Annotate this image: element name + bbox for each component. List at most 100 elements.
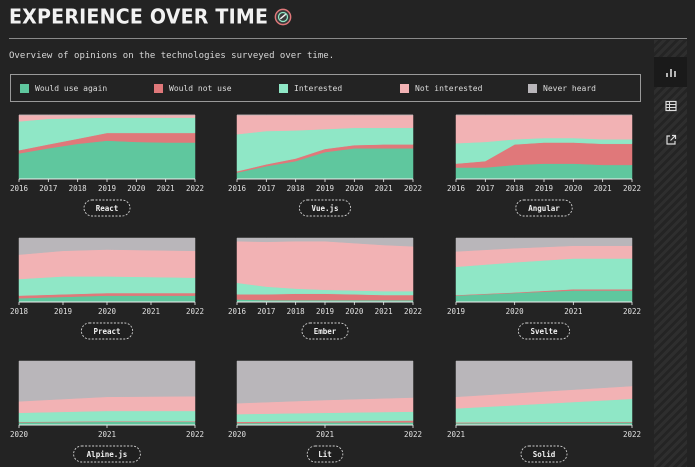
external-link-icon <box>665 134 676 145</box>
chart-vue-js: 2016 2017 2018 2019 2020 2021 2022 Vue.js <box>228 114 422 217</box>
legend-swatch <box>400 84 409 93</box>
x-tick-label: 2017 <box>257 307 275 316</box>
x-tick-label: 2022 <box>623 307 641 316</box>
chart-alpine-js: 2020 2021 2022 Alpine.js <box>10 360 204 463</box>
x-tick-label: 2020 <box>98 307 117 316</box>
legend-label: Interested <box>294 84 343 93</box>
x-tick-label: 2019 <box>316 307 334 316</box>
chart-label-pill[interactable] <box>73 445 141 463</box>
x-tick-label: 2022 <box>186 184 204 193</box>
x-tick-label: 2017 <box>257 184 275 193</box>
chart-label-pill[interactable] <box>80 322 134 340</box>
chart-title: Lit <box>318 450 332 459</box>
x-tick-label: 2017 <box>39 184 57 193</box>
x-tick-label: 2016 <box>228 184 247 193</box>
x-tick-label: 2017 <box>476 184 494 193</box>
bar-chart-icon <box>665 69 676 77</box>
area-not-interested <box>18 249 196 280</box>
legend-label: Would not use <box>169 84 232 93</box>
legend: Would use again Would not use Interested… <box>10 74 641 102</box>
x-tick-label: 2019 <box>535 184 553 193</box>
page-title: EXPERIENCE OVER TIME <box>9 5 269 29</box>
area-never-heard <box>18 360 196 402</box>
page-header: EXPERIENCE OVER TIME <box>9 5 292 29</box>
sidebar <box>654 40 687 467</box>
legend-item-would-use-again[interactable]: Would use again <box>20 84 107 93</box>
chart-ember: 2016 2017 2018 2019 2020 2021 2022 Ember <box>228 237 422 340</box>
area-never-heard <box>18 237 196 255</box>
chart-label-pill[interactable] <box>520 445 568 463</box>
x-tick-label: 2016 <box>10 184 29 193</box>
area-interested <box>18 410 196 423</box>
x-tick-label: 2021 <box>157 184 175 193</box>
chart-label-pill[interactable] <box>515 199 573 217</box>
chart-label-pill[interactable] <box>301 322 349 340</box>
legend-item-never-heard[interactable]: Never heard <box>528 84 596 93</box>
x-tick-label: 2020 <box>345 184 364 193</box>
x-tick-label: 2021 <box>447 430 465 439</box>
x-tick-label: 2021 <box>594 184 612 193</box>
x-tick-label: 2022 <box>623 430 641 439</box>
area-never-heard <box>236 360 414 404</box>
x-tick-label: 2021 <box>98 430 116 439</box>
area-not-interested <box>236 240 414 292</box>
legend-item-would-not-use[interactable]: Would not use <box>154 84 232 93</box>
area-interested <box>18 276 196 296</box>
table-icon <box>664 100 677 112</box>
chart-title: Ember <box>314 327 337 336</box>
x-tick-label: 2020 <box>506 307 525 316</box>
x-tick-label: 2022 <box>404 430 422 439</box>
x-tick-label: 2020 <box>10 430 29 439</box>
x-tick-label: 2022 <box>404 184 422 193</box>
chart-title: Angular <box>528 204 560 213</box>
x-tick-label: 2021 <box>316 430 334 439</box>
area-never-heard <box>455 360 633 398</box>
chart-preact: 2018 2019 2020 2021 2022 Preact <box>10 237 204 340</box>
page-subtitle: Overview of opinions on the technologies… <box>9 51 335 61</box>
x-tick-label: 2022 <box>404 307 422 316</box>
open-external-button[interactable] <box>654 125 687 155</box>
legend-item-not-interested[interactable]: Not interested <box>400 84 482 93</box>
x-tick-label: 2022 <box>623 184 641 193</box>
table-view-button[interactable] <box>654 91 687 121</box>
chart-label-pill[interactable] <box>517 322 571 340</box>
chart-title: Svelte <box>530 327 558 336</box>
legend-label: Never heard <box>543 84 596 93</box>
x-tick-label: 2019 <box>447 307 465 316</box>
chart-angular: 2016 2017 2018 2019 2020 2021 2022 Angular <box>447 114 641 217</box>
x-tick-label: 2018 <box>506 184 525 193</box>
x-tick-label: 2020 <box>345 307 364 316</box>
x-tick-label: 2016 <box>228 307 247 316</box>
chart-label-pill[interactable] <box>298 199 352 217</box>
x-tick-label: 2021 <box>375 307 393 316</box>
x-tick-label: 2021 <box>375 184 393 193</box>
legend-item-interested[interactable]: Interested <box>279 84 342 93</box>
x-tick-label: 2020 <box>228 430 247 439</box>
chart-react: 2016 2017 2018 2019 2020 2021 2022 React <box>10 114 204 217</box>
x-tick-label: 2018 <box>287 307 306 316</box>
chart-title: Solid <box>533 450 556 459</box>
chart-title: Alpine.js <box>87 450 128 459</box>
area-never-heard <box>455 237 633 252</box>
x-tick-label: 2018 <box>287 184 306 193</box>
chart-title: React <box>96 204 119 213</box>
x-tick-label: 2021 <box>142 307 160 316</box>
chart-lit: 2020 2021 2022 Lit <box>228 360 422 463</box>
x-tick-label: 2020 <box>127 184 146 193</box>
share-badge-icon[interactable] <box>274 8 292 26</box>
x-tick-label: 2019 <box>98 184 116 193</box>
x-tick-label: 2016 <box>447 184 466 193</box>
chart-label-pill[interactable] <box>83 199 131 217</box>
x-tick-label: 2018 <box>10 307 29 316</box>
legend-label: Not interested <box>415 84 483 93</box>
x-tick-label: 2021 <box>564 307 582 316</box>
chart-title: Preact <box>93 327 120 336</box>
x-tick-label: 2022 <box>186 307 204 316</box>
legend-label: Would use again <box>35 84 108 93</box>
title-divider <box>9 38 687 39</box>
chart-label-pill[interactable] <box>306 445 344 463</box>
chart-view-button[interactable] <box>654 57 687 87</box>
chart-title: Vue.js <box>311 204 338 213</box>
legend-swatch <box>154 84 163 93</box>
